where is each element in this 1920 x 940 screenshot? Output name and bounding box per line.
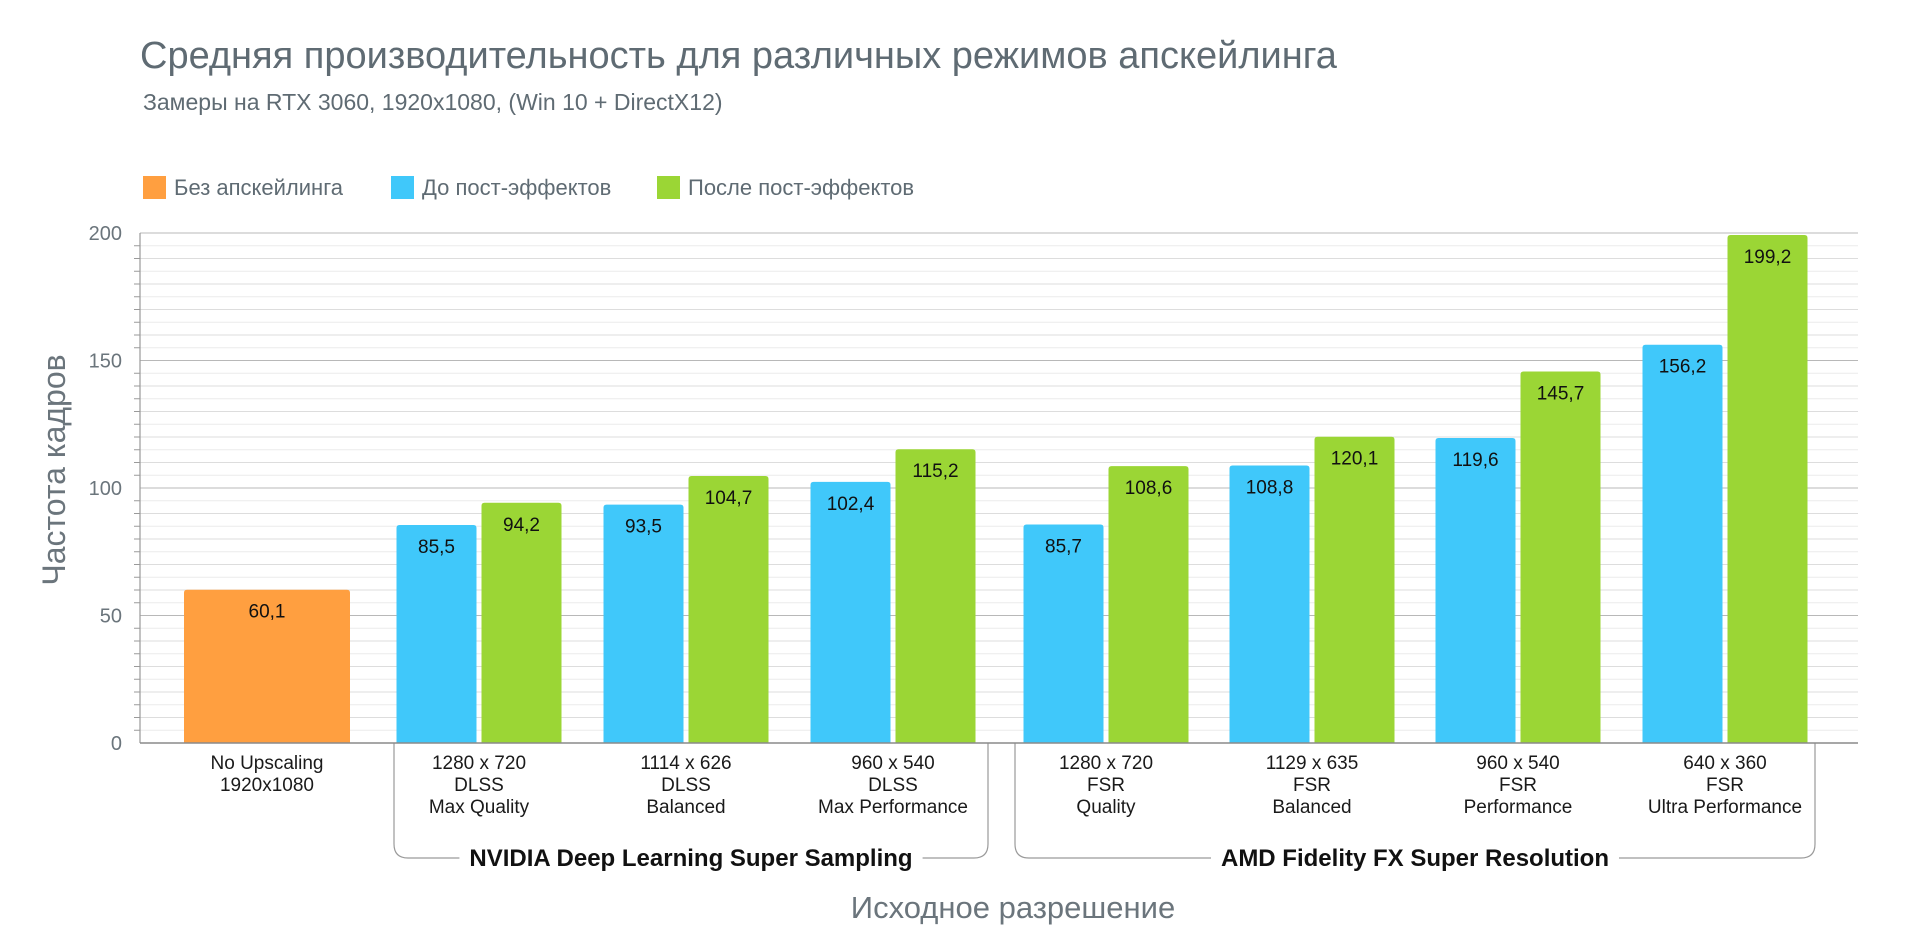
x-tick-label: FSR	[1293, 775, 1331, 796]
x-tick-label: 1280 x 720	[432, 753, 526, 774]
x-tick-label: 960 x 540	[851, 753, 934, 774]
x-tick-label: No Upscaling	[211, 753, 324, 774]
bar-before	[1642, 344, 1723, 743]
x-tick-label: 640 x 360	[1683, 753, 1766, 774]
group-label: NVIDIA Deep Learning Super Sampling	[469, 845, 912, 872]
axes: 0 50 100 150 200	[89, 223, 1858, 755]
bar-after	[1520, 371, 1601, 743]
data-label: 102,4	[827, 494, 875, 515]
x-tick-label: DLSS	[868, 775, 918, 796]
x-tick-label: FSR	[1087, 775, 1125, 796]
y-tick-label: 100	[89, 478, 122, 500]
bar-after	[1314, 436, 1395, 743]
data-label: 120,1	[1331, 449, 1379, 470]
data-label: 119,6	[1452, 450, 1498, 471]
x-tick-label: 1129 x 635	[1266, 753, 1359, 774]
x-tick-label: Quality	[1076, 797, 1136, 818]
data-label: 85,5	[418, 537, 455, 558]
bar-before	[603, 504, 684, 743]
bar-after	[1727, 235, 1808, 744]
bar-before	[810, 481, 891, 743]
legend-swatch-no_upscaling	[143, 176, 166, 199]
data-label: 156,2	[1659, 357, 1707, 378]
bar-no_upscaling	[184, 589, 350, 743]
x-tick-label: 1280 x 720	[1059, 753, 1153, 774]
y-tick-label: 200	[89, 223, 122, 245]
x-axis-label: Исходное разрешение	[851, 890, 1175, 925]
x-tick-label: FSR	[1499, 775, 1537, 796]
data-label: 145,7	[1537, 383, 1585, 404]
y-tick-label: 0	[111, 733, 122, 755]
data-label: 93,5	[625, 517, 662, 538]
y-tick-label: 150	[89, 351, 122, 373]
x-tick-label: DLSS	[454, 775, 504, 796]
bar-after	[481, 502, 562, 743]
data-label: 199,2	[1744, 247, 1792, 268]
bar-after	[895, 449, 976, 743]
group-bracket	[393, 743, 989, 859]
x-tick-label: FSR	[1706, 775, 1744, 796]
chart-subtitle: Замеры на RTX 3060, 1920x1080, (Win 10 +…	[143, 89, 723, 115]
bar-before	[1435, 438, 1516, 743]
data-label: 108,8	[1246, 478, 1294, 499]
chart-title: Средняя производительность для различных…	[140, 35, 1338, 77]
data-label: 104,7	[705, 488, 753, 509]
data-label: 60,1	[249, 602, 286, 623]
x-tick-label: DLSS	[661, 775, 711, 796]
x-tick-label: 960 x 540	[1476, 753, 1559, 774]
group-bracket	[1014, 743, 1816, 859]
x-tick-label: Max Quality	[429, 797, 530, 818]
data-label: 115,2	[912, 461, 958, 482]
legend-label-no_upscaling: Без апскейлинга	[174, 175, 344, 200]
x-tick-label: Max Performance	[818, 797, 968, 818]
data-label: 94,2	[503, 515, 540, 536]
x-tick-label: Ultra Performance	[1648, 797, 1802, 818]
bar-after	[688, 476, 769, 743]
legend: Без апскейлинга До пост-эффектов После пос…	[143, 175, 914, 200]
x-tick-label: 1114 x 626	[640, 753, 731, 774]
bar-before	[396, 524, 477, 743]
bar-before	[1229, 465, 1310, 743]
group-label: AMD Fidelity FX Super Resolution	[1221, 845, 1609, 872]
data-label: 108,6	[1125, 478, 1173, 499]
x-tick-label: Balanced	[646, 797, 725, 818]
data-label: 85,7	[1045, 536, 1082, 557]
bar-after	[1108, 466, 1189, 743]
x-tick-label: Performance	[1464, 797, 1573, 818]
legend-label-after: После пост-эффектов	[688, 175, 914, 200]
legend-label-before: До пост-эффектов	[422, 175, 611, 200]
legend-swatch-before	[391, 176, 414, 199]
y-tick-label: 50	[100, 606, 122, 628]
x-tick-label: Balanced	[1272, 797, 1351, 818]
y-axis-label: Частота кадров	[36, 354, 72, 585]
x-tick-label: 1920x1080	[220, 775, 314, 796]
legend-swatch-after	[657, 176, 680, 199]
bar-before	[1023, 524, 1104, 743]
